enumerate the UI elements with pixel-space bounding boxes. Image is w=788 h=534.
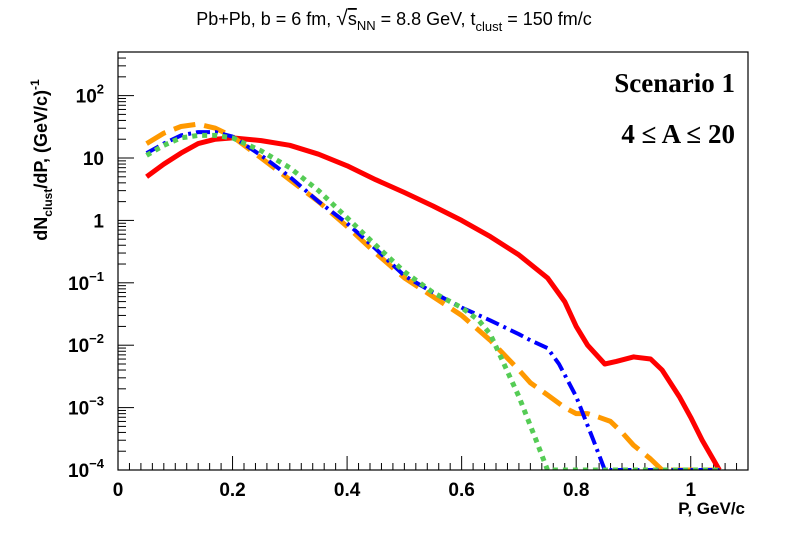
series-orange-dashed — [145, 121, 720, 470]
title-s: s — [348, 9, 357, 29]
title-t-sub: clust — [476, 19, 503, 34]
y-tick-label: 10−4 — [68, 456, 105, 482]
series-blue-dashdot — [145, 130, 720, 470]
title-energy: = 8.8 GeV, t — [376, 9, 476, 29]
axes: 0 0.2 0.4 0.6 0.8 1 102 10 1 10−1 10−2 10−3 10−4 — [68, 51, 749, 501]
y-tick-label: 10 — [83, 149, 104, 170]
mass-range-label: 4 ≤ A ≤ 20 — [621, 119, 735, 149]
x-tick-label: 0.6 — [448, 480, 474, 501]
ylabel-sup: -1 — [28, 79, 42, 90]
x-tick-label: 0.8 — [563, 480, 589, 501]
chart-title: Pb+Pb, b = 6 fm, √sNN = 8.8 GeV, tclust … — [196, 7, 592, 34]
sqrt-symbol: √ — [336, 7, 348, 30]
series-green-dotted — [145, 132, 720, 470]
x-tick-label: 1 — [685, 480, 696, 501]
ylabel-sub: clust — [41, 189, 55, 217]
y-axis-label: dNclust/dP, (GeV/c)-1 — [28, 79, 55, 241]
y-tick-label: 10−2 — [68, 331, 104, 357]
x-tick-label: 0.4 — [334, 480, 361, 501]
scenario-label: Scenario 1 — [614, 68, 735, 98]
x-axis-label: P, GeV/c — [678, 499, 745, 518]
y-tick-label: 1 — [93, 211, 104, 232]
x-tick-label: 0.2 — [219, 480, 245, 501]
y-tick-label: 102 — [76, 82, 104, 108]
series-red-solid — [145, 135, 722, 470]
title-prefix: Pb+Pb, b = 6 fm, — [196, 9, 336, 29]
y-tick-label: 10−1 — [68, 269, 104, 295]
ylabel-dn: dN — [31, 217, 51, 241]
ylabel-rest: /dP, (GeV/c) — [31, 90, 51, 189]
y-tick-label: 10−3 — [68, 394, 104, 420]
series-layer — [145, 121, 722, 470]
title-time: = 150 fm/c — [502, 9, 592, 29]
plot-frame — [117, 51, 749, 471]
title-s-sub: NN — [357, 18, 376, 33]
x-tick-label: 0 — [113, 480, 124, 501]
